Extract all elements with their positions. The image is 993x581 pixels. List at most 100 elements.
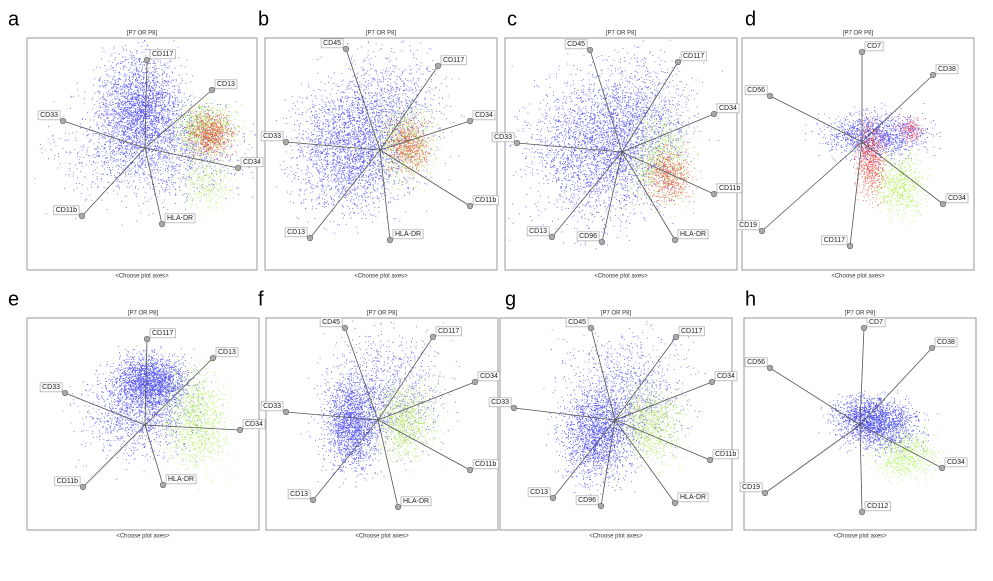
axis-label-box bbox=[945, 193, 969, 204]
axis-label-box bbox=[53, 205, 80, 216]
axis-label-box bbox=[680, 51, 707, 62]
axis-label-box bbox=[576, 231, 600, 242]
axis-handle bbox=[929, 71, 937, 79]
panel: h [P7 OR P8] <Choose plot axes> CD7 CD38 CD56… bbox=[739, 288, 977, 540]
axis-handle bbox=[938, 464, 946, 472]
axis-label-box bbox=[165, 474, 197, 485]
axis-ray bbox=[859, 347, 933, 426]
axis-handle bbox=[209, 354, 217, 362]
axis-label: CD34 bbox=[245, 421, 263, 428]
point-cloud bbox=[850, 112, 889, 209]
axis-label-box bbox=[526, 226, 550, 237]
axis-handle bbox=[466, 466, 474, 474]
axis-handle bbox=[429, 333, 437, 341]
axis-handle bbox=[549, 494, 557, 502]
axis-ray bbox=[614, 419, 711, 461]
axis-ray bbox=[344, 327, 379, 421]
axis-handle bbox=[939, 200, 947, 208]
point-cloud bbox=[105, 340, 198, 419]
axis-label-box bbox=[320, 38, 344, 49]
panel: g [P7 OR P8] <Choose plot axes> CD45 CD117 CD… bbox=[488, 288, 739, 540]
axis-label: CD117 bbox=[824, 237, 845, 244]
axis-label-box bbox=[677, 492, 709, 503]
axis-ray bbox=[621, 61, 679, 153]
axis-label: CD34 bbox=[243, 159, 261, 166]
axis-handle bbox=[766, 364, 774, 372]
panel-letter: f bbox=[258, 288, 264, 310]
axis-handle bbox=[598, 238, 606, 246]
axis-handle bbox=[143, 335, 151, 343]
axis-ray bbox=[859, 424, 863, 513]
axis-ray bbox=[62, 120, 146, 149]
axis-label-box bbox=[527, 487, 551, 498]
axis-label-box bbox=[714, 371, 738, 382]
panel-letter: c bbox=[507, 8, 517, 30]
axis-handle bbox=[471, 378, 479, 386]
axis-ray bbox=[144, 59, 148, 149]
axis-label: CD11b bbox=[56, 207, 77, 214]
point-cloud bbox=[365, 367, 446, 475]
axis-ray bbox=[614, 336, 677, 421]
axis-ray bbox=[769, 367, 861, 426]
panel: a [P7 OR P8] <Choose plot axes> CD117 CD13 CD… bbox=[8, 8, 264, 280]
axis-label-box bbox=[678, 326, 705, 337]
axis-label-box bbox=[287, 489, 311, 500]
axis-ray bbox=[64, 392, 146, 426]
axis-label: CD11b bbox=[475, 461, 496, 468]
axis-ray bbox=[601, 151, 623, 243]
point-cloud bbox=[358, 93, 443, 192]
panel-title: [P7 OR P8] bbox=[845, 311, 876, 317]
axis-label: CD11b bbox=[57, 478, 78, 485]
axis-label-box bbox=[472, 110, 496, 121]
plot-footer: <Choose plot axes> bbox=[116, 534, 170, 540]
axis-label-box bbox=[944, 457, 968, 468]
axis-label: CD34 bbox=[480, 373, 498, 380]
axis-ray bbox=[621, 151, 715, 195]
axis-ray bbox=[590, 327, 616, 421]
axis-ray bbox=[377, 381, 476, 421]
axis-label-box bbox=[319, 317, 343, 328]
axis-label: CD96 bbox=[578, 497, 596, 504]
panel-title: [P7 OR P8] bbox=[128, 311, 159, 317]
axis-label-box bbox=[39, 382, 63, 393]
axis-handle bbox=[858, 508, 866, 516]
axis-ray bbox=[761, 141, 863, 232]
axis-handle bbox=[510, 404, 518, 412]
axis-ray bbox=[861, 74, 934, 143]
axis-label: CD33 bbox=[42, 384, 60, 391]
axis-label-box bbox=[739, 482, 763, 493]
axis-ray bbox=[144, 424, 241, 431]
axis-label-box bbox=[214, 79, 238, 90]
axis-ray bbox=[144, 357, 214, 426]
axis-label-box bbox=[392, 229, 424, 240]
axis-label-box bbox=[472, 195, 499, 206]
axis-handle bbox=[671, 499, 679, 507]
axis-ray bbox=[621, 151, 676, 241]
axis-label: CD13 bbox=[530, 489, 548, 496]
point-cloud bbox=[169, 150, 243, 222]
axis-label: CD117 bbox=[152, 330, 173, 337]
axis-ray bbox=[309, 149, 381, 239]
plot-footer: <Choose plot axes> bbox=[594, 274, 648, 280]
panel: f [P7 OR P8] <Choose plot axes> CD45 CD117 CD… bbox=[258, 288, 501, 540]
axis-ray bbox=[379, 65, 439, 151]
axis-label-box bbox=[260, 131, 284, 142]
axis-label: CD13 bbox=[218, 349, 236, 356]
point-cloud bbox=[34, 79, 256, 226]
axis-label: CD45 bbox=[323, 40, 341, 47]
axis-handle bbox=[586, 46, 594, 54]
panel-letter: e bbox=[8, 288, 19, 310]
axis-ray bbox=[861, 141, 944, 205]
axis-label: CD7 bbox=[867, 43, 881, 50]
axis-handle bbox=[394, 503, 402, 511]
axis-handle bbox=[282, 138, 290, 146]
axis-ray bbox=[614, 381, 713, 421]
axis-label-box bbox=[744, 85, 768, 96]
axis-label-box bbox=[164, 213, 196, 224]
plot-footer: <Choose plot axes> bbox=[354, 274, 408, 280]
axis-label: CD117 bbox=[438, 328, 459, 335]
axis-handle bbox=[78, 212, 86, 220]
axis-ray bbox=[859, 424, 943, 469]
point-cloud bbox=[865, 146, 934, 225]
axis-label: HLA-DR bbox=[680, 231, 706, 238]
